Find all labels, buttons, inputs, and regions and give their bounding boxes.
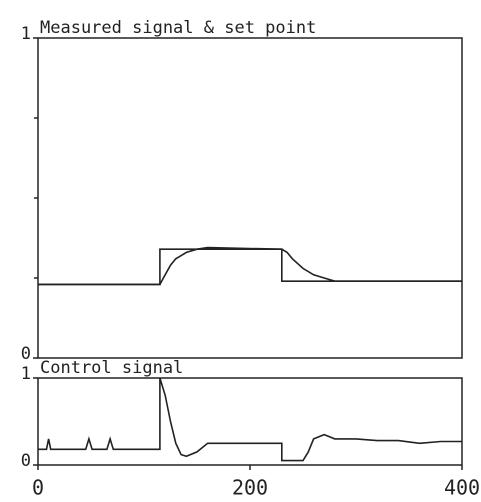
y-tick-label: 1 bbox=[21, 364, 31, 384]
panel-title: Control signal bbox=[40, 358, 183, 378]
y-tick-label: 1 bbox=[21, 24, 31, 44]
x-tick-label: 400 bbox=[444, 476, 480, 500]
series-line bbox=[38, 246, 462, 286]
x-tick-label: 0 bbox=[32, 476, 44, 500]
plot-frame bbox=[37, 377, 463, 466]
y-tick-label: 0 bbox=[21, 344, 31, 364]
y-tick-label: 0 bbox=[21, 451, 31, 471]
x-tick-label: 200 bbox=[232, 476, 268, 500]
plot-frame bbox=[37, 37, 463, 359]
series-line bbox=[38, 248, 462, 286]
series-line bbox=[38, 377, 462, 462]
panel-title: Measured signal & set point bbox=[40, 18, 316, 38]
